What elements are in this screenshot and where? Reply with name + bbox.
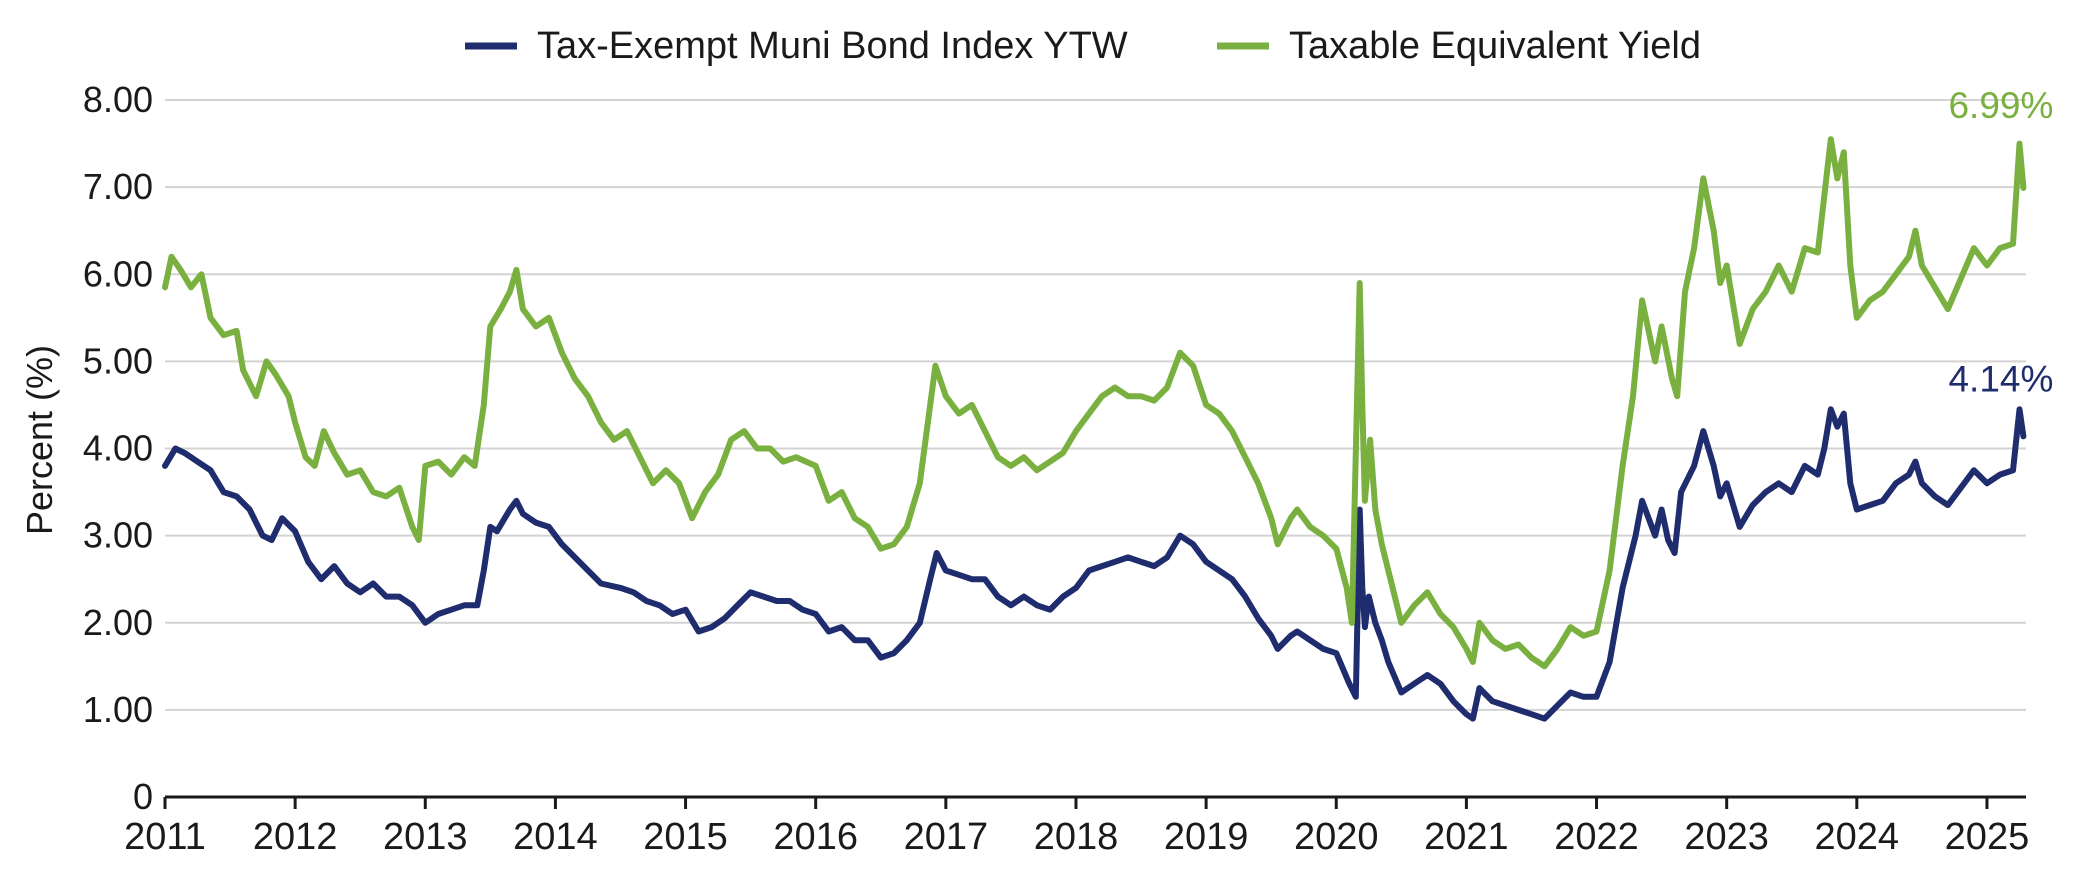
x-tick-label: 2018 xyxy=(1034,816,1119,858)
x-tick-label: 2012 xyxy=(253,816,338,858)
x-tick-label: 2015 xyxy=(643,816,728,858)
x-tick-label: 2025 xyxy=(1945,816,2030,858)
x-tick-label: 2021 xyxy=(1424,816,1509,858)
x-tick-label: 2016 xyxy=(773,816,858,858)
series-line-0 xyxy=(162,406,2027,722)
legend: Tax-Exempt Muni Bond Index YTW Taxable Eq… xyxy=(465,25,1701,67)
y-tick-label: 0 xyxy=(133,776,153,817)
x-tick-label: 2014 xyxy=(513,816,598,858)
axes: 0 1.00 2.00 3.00 4.00 5.00 6.00 7.00 8.00 2011 201… xyxy=(83,79,2029,858)
x-tick-label: 2020 xyxy=(1294,816,1379,858)
x-tick-label: 2023 xyxy=(1684,816,1769,858)
y-tick-label: 5.00 xyxy=(83,340,153,381)
series-end-label-0: 4.14% xyxy=(1948,358,2053,399)
x-tick-label: 2019 xyxy=(1164,816,1249,858)
x-tick-label: 2024 xyxy=(1815,816,1900,858)
legend-label-1: Taxable Equivalent Yield xyxy=(1289,25,1701,67)
y-axis-title: Percent (%) xyxy=(19,345,60,535)
y-tick-label: 8.00 xyxy=(83,79,153,120)
y-tick-label: 4.00 xyxy=(83,428,153,469)
y-tick-label: 3.00 xyxy=(83,515,153,556)
y-tick-label: 7.00 xyxy=(83,166,153,207)
y-tick-label: 6.00 xyxy=(83,253,153,294)
x-tick-label: 2017 xyxy=(904,816,989,858)
y-tick-label: 1.00 xyxy=(83,689,153,730)
legend-label-0: Tax-Exempt Muni Bond Index YTW xyxy=(537,25,1128,67)
x-tick-label: 2013 xyxy=(383,816,468,858)
series-line-1 xyxy=(162,136,2027,670)
series-lines: 4.14% 6.99% xyxy=(162,85,2053,722)
x-tick-label: 2022 xyxy=(1554,816,1639,858)
x-tick-label: 2011 xyxy=(124,816,206,858)
series-end-label-1: 6.99% xyxy=(1948,85,2053,126)
y-tick-label: 2.00 xyxy=(83,602,153,643)
